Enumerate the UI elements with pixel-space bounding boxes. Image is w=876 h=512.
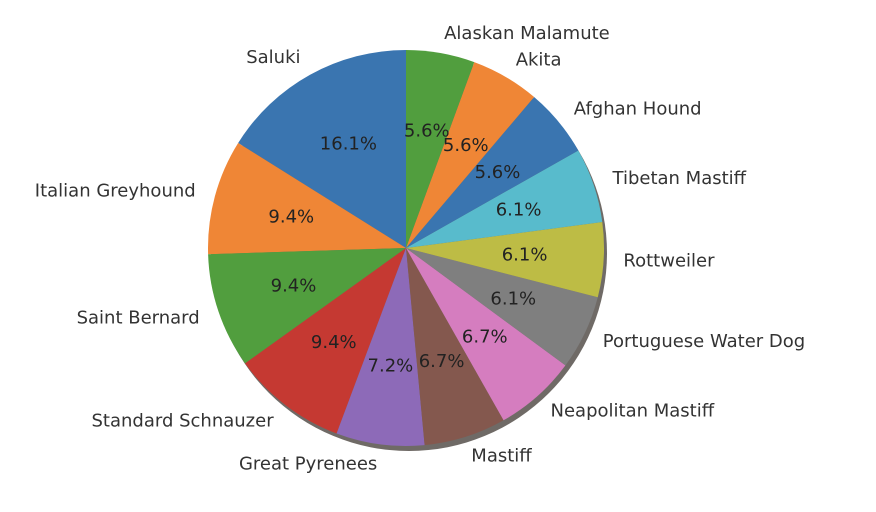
pie-slice-great-pyrenees (336, 248, 425, 446)
percent-label-mastiff: 6.7% (419, 351, 465, 372)
category-label-tibetan-mastiff: Tibetan Mastiff (612, 168, 747, 189)
percent-label-alaskan-malamute: 5.6% (404, 121, 450, 142)
category-label-saluki: Saluki (246, 47, 300, 68)
percent-label-italian-greyhound: 9.4% (268, 207, 314, 228)
category-label-italian-greyhound: Italian Greyhound (35, 181, 196, 202)
category-labels: Saluki Italian Greyhound Saint Bernard Stan… (35, 23, 805, 474)
category-label-akita: Akita (516, 49, 562, 70)
percent-label-afghan-hound: 5.6% (475, 162, 521, 183)
pie-slice-standard-schnauzer (245, 248, 406, 434)
pie-slice-portuguese-water-dog (406, 248, 598, 366)
pie-slice-tibetan-mastiff (406, 150, 603, 248)
percent-label-great-pyrenees: 7.2% (368, 355, 414, 376)
pie-slices (208, 50, 605, 446)
category-label-saint-bernard: Saint Bernard (77, 307, 200, 328)
percent-label-akita: 5.6% (443, 135, 489, 156)
percent-label-standard-schnauzer: 9.4% (311, 332, 357, 353)
pie-slice-saint-bernard (208, 248, 406, 364)
category-label-mastiff: Mastiff (471, 445, 532, 466)
pie-slice-alaskan-malamute (406, 50, 475, 248)
percent-label-saint-bernard: 9.4% (271, 276, 317, 297)
category-label-neapolitan-mastiff: Neapolitan Mastiff (551, 400, 715, 421)
pie-slice-neapolitan-mastiff (406, 248, 566, 421)
pie-slice-mastiff (406, 248, 504, 446)
pie-slice-rottweiler (406, 221, 605, 298)
pie-slice-akita (406, 62, 535, 248)
category-label-alaskan-malamute: Alaskan Malamute (444, 23, 610, 44)
category-label-standard-schnauzer: Standard Schnauzer (91, 410, 274, 431)
percent-label-tibetan-mastiff: 6.1% (496, 200, 542, 221)
category-label-afghan-hound: Afghan Hound (574, 99, 702, 120)
percent-label-portuguese-water-dog: 6.1% (490, 288, 536, 309)
percent-label-rottweiler: 6.1% (502, 245, 548, 266)
percent-label-neapolitan-mastiff: 6.7% (462, 326, 508, 347)
pie-slice-afghan-hound (406, 97, 579, 248)
pie-slice-italian-greyhound (208, 142, 406, 255)
category-label-rottweiler: Rottweiler (623, 251, 715, 272)
percent-label-saluki: 16.1% (320, 134, 377, 155)
category-label-portuguese-water-dog: Portuguese Water Dog (603, 331, 805, 352)
pie-slice-saluki (238, 50, 406, 248)
category-label-great-pyrenees: Great Pyrenees (239, 453, 377, 474)
percent-labels: 16.1%9.4%9.4%9.4%7.2% 6.7%6.7%6.1%6.1%6.1… (268, 121, 547, 377)
